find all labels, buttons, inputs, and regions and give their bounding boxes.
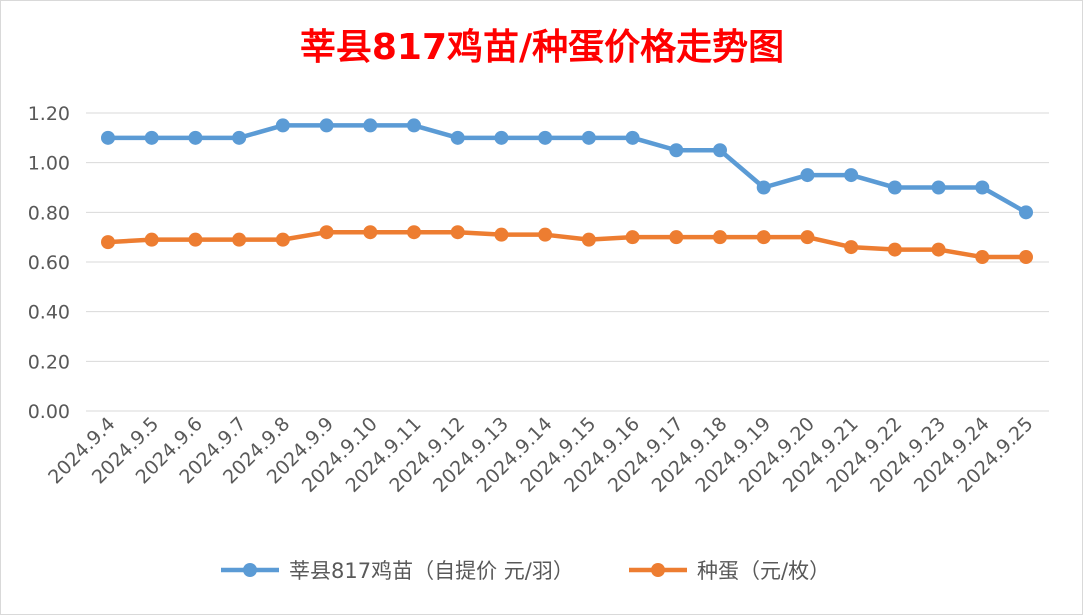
- legend-label: 种蛋（元/枚）: [697, 559, 830, 583]
- data-point: [887, 180, 902, 195]
- legend-item-1: 莘县817鸡苗（自提价 元/羽）: [221, 559, 574, 583]
- legend-marker: [651, 563, 665, 577]
- data-point: [450, 130, 465, 145]
- data-point: [144, 232, 159, 247]
- data-point: [275, 118, 290, 133]
- legend-label: 莘县817鸡苗（自提价 元/羽）: [289, 559, 574, 583]
- data-point: [931, 242, 946, 257]
- data-point: [975, 180, 990, 195]
- data-point: [669, 143, 684, 158]
- data-point: [800, 230, 815, 245]
- data-point: [319, 118, 334, 133]
- series-1: [101, 118, 1033, 220]
- chart-title: 莘县817鸡苗/种蛋价格走势图: [300, 27, 784, 68]
- data-point: [407, 225, 421, 240]
- series-2: [101, 225, 1033, 265]
- data-point: [101, 235, 115, 250]
- data-point: [188, 130, 203, 145]
- y-tick-label: 0.40: [28, 302, 70, 324]
- data-point: [844, 240, 859, 255]
- y-tick-label: 0.20: [28, 351, 70, 373]
- data-point: [887, 242, 902, 257]
- data-point: [975, 250, 990, 265]
- data-point: [232, 130, 247, 145]
- gridlines: [86, 112, 1049, 412]
- data-point: [144, 130, 159, 145]
- data-point: [232, 232, 247, 247]
- data-point: [669, 230, 684, 245]
- data-point: [713, 230, 727, 245]
- data-point: [800, 168, 815, 183]
- data-point: [625, 130, 640, 145]
- data-point: [538, 130, 553, 145]
- series-lines: [101, 118, 1033, 265]
- legend: 莘县817鸡苗（自提价 元/羽） 种蛋（元/枚）: [221, 559, 830, 583]
- data-point: [625, 230, 640, 245]
- data-point: [407, 118, 421, 133]
- data-point: [844, 168, 859, 183]
- data-point: [363, 118, 378, 133]
- data-point: [319, 225, 334, 240]
- data-point: [931, 180, 946, 195]
- y-tick-label: 0.80: [28, 202, 70, 224]
- data-point: [1019, 250, 1033, 265]
- series-line: [107, 229, 1026, 260]
- legend-marker: [243, 563, 257, 577]
- data-point: [101, 130, 115, 145]
- y-tick-label: 1.20: [28, 103, 70, 125]
- y-tick-label: 1.00: [28, 153, 70, 175]
- data-point: [188, 232, 203, 247]
- data-point: [756, 180, 771, 195]
- y-tick-label: 0.00: [28, 401, 70, 423]
- data-point: [275, 232, 290, 247]
- data-point: [494, 130, 509, 145]
- x-axis-tick-labels: 2024.9.42024.9.52024.9.62024.9.72024.9.8…: [44, 413, 1037, 497]
- data-point: [363, 225, 378, 240]
- data-point: [756, 230, 771, 245]
- data-point: [450, 225, 465, 240]
- data-point: [713, 143, 727, 158]
- data-point: [538, 227, 553, 242]
- legend-item-2: 种蛋（元/枚）: [629, 559, 830, 583]
- data-point: [581, 130, 596, 145]
- data-point: [581, 232, 596, 247]
- y-axis-tick-labels: 0.00 0.20 0.40 0.60 0.80 1.00 1.20: [28, 103, 70, 423]
- y-tick-label: 0.60: [28, 252, 70, 274]
- series-line: [108, 123, 1028, 215]
- data-point: [1019, 205, 1033, 220]
- data-point: [494, 227, 509, 242]
